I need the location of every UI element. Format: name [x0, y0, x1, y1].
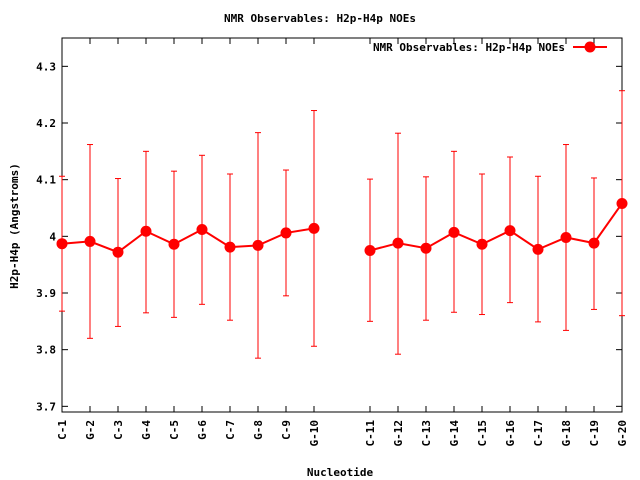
- data-point: [280, 227, 292, 239]
- data-point: [588, 237, 600, 249]
- series-line: [61, 227, 315, 254]
- y-tick-label: 3.9: [36, 287, 56, 300]
- legend-label: NMR Observables: H2p-H4p NOEs: [373, 41, 565, 54]
- data-point: [532, 243, 544, 255]
- x-axis-label: Nucleotide: [307, 466, 374, 479]
- x-tick-label: C-15: [476, 420, 489, 447]
- y-axis-label: H2p-H4p (Angstroms): [8, 163, 21, 289]
- x-tick-label: C-1: [56, 420, 69, 440]
- x-tick-label: G-12: [392, 420, 405, 447]
- chart-title: NMR Observables: H2p-H4p NOEs: [224, 12, 416, 25]
- x-tick-label: G-16: [504, 420, 517, 447]
- data-point: [560, 231, 572, 243]
- legend-marker: [584, 41, 596, 53]
- x-tick-label: G-20: [616, 420, 629, 447]
- y-tick-label: 4.1: [36, 174, 56, 187]
- data-point: [224, 241, 236, 253]
- x-tick-label: G-14: [448, 420, 461, 447]
- data-point: [420, 242, 432, 254]
- x-tick-label: C-5: [168, 420, 181, 440]
- data-point: [140, 225, 152, 237]
- data-point: [56, 238, 68, 250]
- x-tick-label: G-10: [308, 420, 321, 447]
- y-tick-label: 4: [49, 230, 56, 243]
- data-point: [616, 197, 628, 209]
- x-tick-label: C-9: [280, 420, 293, 440]
- x-tick-label: C-3: [112, 420, 125, 440]
- data-point: [84, 235, 96, 247]
- data-point: [168, 238, 180, 250]
- data-point: [196, 224, 208, 236]
- x-tick-label: C-7: [224, 420, 237, 440]
- y-tick-label: 4.2: [36, 117, 56, 130]
- x-tick-label: G-4: [140, 420, 153, 440]
- plot-area: 4.3 4.2 4.1 4 3.9 3.8 3.7C-1 G-2 C-3 G-4 C-5 G-6 C-7…: [36, 37, 629, 447]
- data-point: [252, 239, 264, 251]
- data-point: [504, 225, 516, 237]
- x-tick-label: G-6: [196, 420, 209, 440]
- x-tick-label: G-2: [84, 420, 97, 440]
- data-point: [448, 226, 460, 238]
- x-tick-label: G-8: [252, 420, 265, 440]
- x-tick-label: C-17: [532, 420, 545, 447]
- data-point: [112, 246, 124, 258]
- data-point: [392, 237, 404, 249]
- data-point: [476, 238, 488, 250]
- x-tick-label: C-13: [420, 420, 433, 447]
- y-tick-label: 3.8: [36, 344, 56, 357]
- x-tick-label: C-11: [364, 420, 377, 447]
- data-point: [364, 245, 376, 256]
- x-tick-label: G-18: [560, 420, 573, 447]
- legend: NMR Observables: H2p-H4p NOEs: [373, 41, 607, 54]
- x-tick-label: C-19: [588, 420, 601, 447]
- y-tick-label: 3.7: [36, 400, 56, 413]
- data-point: [308, 222, 320, 234]
- y-tick-label: 4.3: [36, 60, 56, 73]
- series-line: [369, 202, 623, 252]
